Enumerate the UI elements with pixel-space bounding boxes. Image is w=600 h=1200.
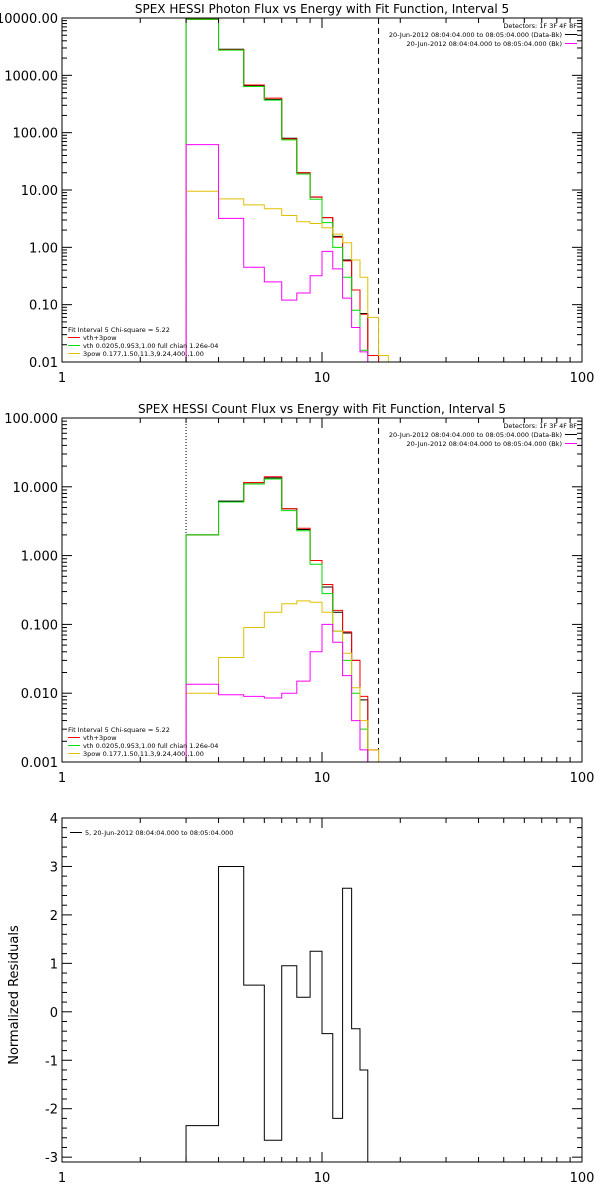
y-tick-label: -2 <box>45 1103 58 1118</box>
data-minus-background-histogram <box>185 477 380 762</box>
y-tick-label: 3 <box>50 860 58 875</box>
detectors-label: Detectors: 1F 3F 4F 8F <box>503 22 577 30</box>
fit-legend-header: Fit Interval 5 Chi-square = 5.22 <box>68 726 170 734</box>
x-tick-label: 100 <box>570 371 595 386</box>
x-tick-label: 100 <box>570 771 595 786</box>
background-histogram <box>185 623 380 762</box>
y-tick-label: 10.000 <box>13 481 59 496</box>
y-tick-label: 100.00 <box>13 127 59 142</box>
count-flux-panel: SPEX HESSI Count Flux vs Energy with Fit… <box>4 402 594 786</box>
plot-frame <box>61 17 583 363</box>
x-tick-label: 10 <box>314 371 331 386</box>
y-tick-label: 1.000 <box>21 550 58 565</box>
x-tick-label: 1 <box>58 1171 66 1186</box>
background-histogram <box>185 144 369 362</box>
x-tick-label: 10 <box>314 771 331 786</box>
y-tick-label: 4 <box>50 812 58 827</box>
legend-entry: 20-Jun-2012 08:04:04.000 to 08:05:04.000… <box>407 440 562 448</box>
y-tick-label: 0.01 <box>29 356 58 371</box>
fit-legend-header: Fit Interval 5 Chi-square = 5.22 <box>68 326 170 334</box>
residuals-panel: Normalized Residuals 1 10 100 -3 -2 -1 0 1 2 3 4 5… <box>7 812 594 1186</box>
x-tick-label: 100 <box>570 1171 595 1186</box>
thermal-component-histogram <box>185 18 369 362</box>
y-tick-label: 0.100 <box>21 618 58 633</box>
photon-flux-panel: SPEX HESSI Photon Flux vs Energy with Fi… <box>0 2 594 386</box>
residuals-histogram <box>185 865 379 1162</box>
y-tick-label: 0.010 <box>21 687 58 702</box>
x-tick-label: 10 <box>314 1171 331 1186</box>
y-tick-label: 10.00 <box>21 184 58 199</box>
legend-entry: 3pow 0.177,1.50,11.3,9.24,400.,1.00 <box>83 750 204 758</box>
x-tick-label: 1 <box>58 371 66 386</box>
total-fit-histogram <box>185 476 380 762</box>
detectors-label: Detectors: 1F 3F 4F 8F <box>503 422 577 430</box>
residuals-y-axis-label: Normalized Residuals <box>7 925 22 1065</box>
y-tick-label: 1000.00 <box>4 69 58 84</box>
total-fit-histogram <box>185 18 380 362</box>
power-law-component-histogram <box>185 600 380 762</box>
y-tick-label: 1 <box>50 957 58 972</box>
y-tick-label: -3 <box>45 1151 58 1166</box>
y-tick-label: 10000.00 <box>0 12 58 27</box>
legend-entry: 3pow 0.177,1.50,11.3,9.24,400.,1.00 <box>83 350 204 358</box>
legend-entry: vth+3pow <box>83 734 117 742</box>
legend-entry: 20-Jun-2012 08:04:04.000 to 08:05:04.000… <box>407 40 562 48</box>
y-tick-label: 0 <box>50 1006 58 1021</box>
legend-entry: vth 0.0205,0.953,1.00 full chian 1.26e-0… <box>83 742 218 750</box>
y-tick-label: 100.000 <box>4 412 58 427</box>
legend-entry: vth+3pow <box>83 334 117 342</box>
y-tick-label: 1.00 <box>29 241 58 256</box>
power-law-component-histogram <box>185 190 389 362</box>
legend-entry: 20-Jun-2012 08:04:04.000 to 08:05:04.000… <box>389 431 562 439</box>
count-flux-title: SPEX HESSI Count Flux vs Energy with Fit… <box>138 402 506 416</box>
y-tick-label: 0.001 <box>21 756 58 771</box>
x-tick-label: 1 <box>58 771 66 786</box>
photon-flux-title: SPEX HESSI Photon Flux vs Energy with Fi… <box>135 2 509 16</box>
y-tick-label: 0.10 <box>29 299 58 314</box>
y-tick-label: 2 <box>50 909 58 924</box>
legend-entry: 5, 20-Jun-2012 08:04:04.000 to 08:05:04.… <box>85 829 233 837</box>
y-tick-label: -1 <box>45 1054 58 1069</box>
thermal-component-histogram <box>185 478 369 762</box>
legend-entry: vth 0.0205,0.953,1.00 full chian 1.26e-0… <box>83 342 218 350</box>
data-minus-background-histogram <box>185 18 380 362</box>
legend-entry: 20-Jun-2012 08:04:04.000 to 08:05:04.000… <box>389 31 562 39</box>
